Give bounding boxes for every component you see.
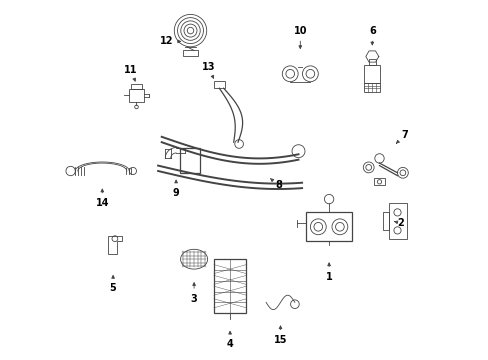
Bar	[364, 83, 380, 92]
Bar	[213, 81, 224, 88]
Text: 4: 4	[226, 331, 233, 349]
Text: 12: 12	[160, 36, 180, 46]
Bar	[131, 84, 142, 89]
Bar	[305, 212, 352, 241]
Text: 9: 9	[172, 180, 179, 198]
Text: 3: 3	[190, 283, 197, 304]
Bar	[183, 50, 197, 56]
Text: 11: 11	[124, 65, 138, 81]
Bar	[364, 65, 380, 83]
Text: 2: 2	[394, 218, 404, 228]
Text: 1: 1	[325, 263, 332, 282]
Text: 7: 7	[396, 130, 407, 143]
Text: 6: 6	[368, 26, 375, 45]
Bar	[213, 259, 246, 313]
Text: 13: 13	[202, 62, 215, 78]
Bar	[129, 89, 143, 102]
Bar	[373, 178, 384, 185]
Bar	[368, 59, 375, 65]
Text: 14: 14	[95, 189, 109, 208]
Text: 5: 5	[109, 275, 116, 293]
Text: 15: 15	[273, 326, 286, 345]
Text: 8: 8	[270, 179, 282, 190]
Text: 10: 10	[293, 26, 306, 49]
Bar	[179, 148, 199, 173]
